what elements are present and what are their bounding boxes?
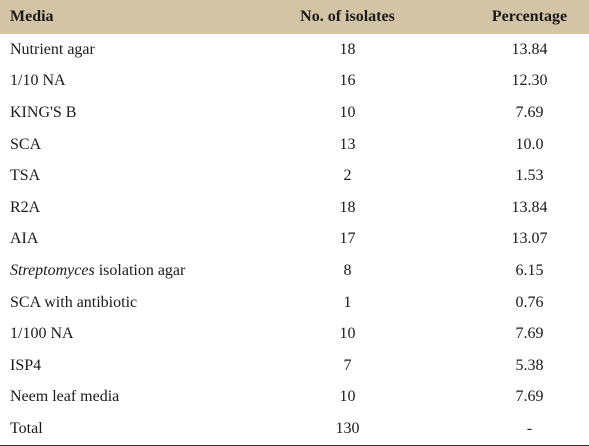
table-cell: ISP4 [10,356,42,374]
table-cell: Neem leaf media [10,388,120,406]
table-row: AIA 17 13.07 [0,224,589,256]
table-cell: 1/100 NA [10,325,74,343]
table-cell: 17 [339,230,356,248]
table-cell: 18 [339,198,356,216]
table-row: SCA 13 10.0 [0,129,589,161]
column-header: Media [0,0,225,34]
table-row: 1/10 NA 16 12.30 [0,66,589,98]
table-cell: 13 [339,135,356,153]
table-cell: 7 [343,356,352,374]
table-row: Total 130- [0,413,589,446]
table-cell: 13.84 [511,198,548,216]
cell-text: isolation agar [98,261,186,279]
table-cell: TSA [10,167,41,185]
column-header: Percentage [470,0,589,34]
table-row: ISP4 7 5.38 [0,350,589,382]
table-row: SCA with antibiotic 1 0.76 [0,287,589,319]
table-cell: 7.69 [515,388,544,406]
table-body: Nutrient agar 18 13.84 1/10 NA 16 12.30 KING'S… [0,34,589,446]
table-cell: R2A [10,198,41,216]
table-row: TSA 2 1.53 [0,160,589,192]
column-header: No. of isolates [225,0,470,34]
table-cell: Nutrient agar [10,40,95,58]
table-cell: Total [0,413,225,446]
table-header: Media No. of isolates Percentage [0,0,589,34]
table-cell: 5.38 [515,356,544,374]
table-cell: 10 [339,388,356,406]
table-cell: 1.53 [515,167,544,185]
table-row: Nutrient agar 18 13.84 [0,34,589,66]
table-cell: 12.30 [511,72,548,90]
table-cell: 0.76 [515,293,544,311]
table-row: R2A 18 13.84 [0,192,589,224]
table-cell: 10.0 [515,135,544,153]
table-cell: 1 [343,293,352,311]
table-cell: 7.69 [515,325,544,343]
table-cell: 130 [225,413,470,446]
cell-italic-text: Streptomyces [10,261,95,279]
table-cell: 16 [339,72,356,90]
table-cell: AIA [10,230,39,248]
table-cell: Streptomyces isolation agar [0,255,225,287]
table-row: 1/100 NA 10 7.69 [0,318,589,350]
table-cell: SCA with antibiotic [10,293,138,311]
table-cell: SCA [10,135,42,153]
table-cell: 1/10 NA [10,72,66,90]
table-cell: - [470,413,589,446]
header-row: Media No. of isolates Percentage [0,0,589,34]
table-cell: 13.84 [511,40,548,58]
table-row: Streptomyces isolation agar 8 6.15 [0,255,589,287]
table-cell: 8 [343,261,352,279]
table-cell: 18 [339,40,356,58]
table-cell: 13.07 [511,230,548,248]
table-cell: 2 [343,167,352,185]
table-row: Neem leaf media 10 7.69 [0,382,589,414]
table-cell: 7.69 [515,103,544,121]
table-cell: 10 [339,325,356,343]
table-cell: KING'S B [10,103,77,121]
table-row: KING'S B 10 7.69 [0,97,589,129]
table-cell: 10 [339,103,356,121]
table-cell: 6.15 [515,261,544,279]
